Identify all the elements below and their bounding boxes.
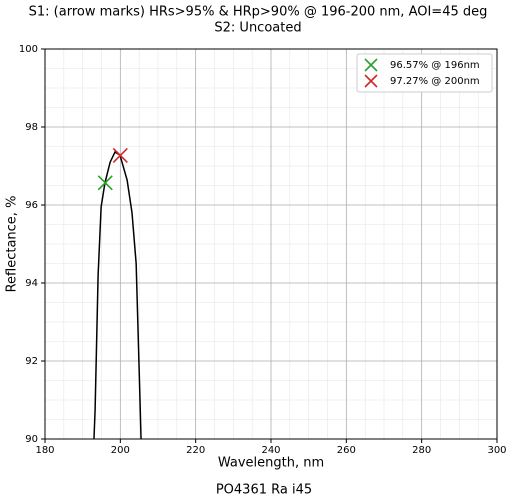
x-tick-label: 180	[35, 445, 54, 456]
curve	[93, 150, 142, 440]
legend-marker	[364, 58, 378, 72]
chart-title: S1: (arrow marks) HRs>95% & HRp>90% @ 19…	[29, 5, 488, 20]
x-tick-label: 260	[337, 445, 356, 456]
y-tick-label: 94	[25, 278, 38, 289]
x-tick-label: 300	[487, 445, 506, 456]
y-tick-label: 96	[25, 200, 38, 211]
x-axis-label: Wavelength, nm	[218, 456, 324, 471]
legend-marker	[364, 74, 378, 88]
y-tick-label: 100	[19, 44, 38, 55]
footer: PO4361 Ra i45	[216, 483, 312, 498]
marker	[97, 175, 113, 191]
y-axis-label: Reflectance, %	[5, 196, 20, 293]
chart-subtitle: S2: Uncoated	[214, 21, 301, 36]
legend-box	[356, 53, 493, 93]
legend-label: 96.57% @ 196nm	[390, 60, 480, 71]
y-tick-label: 90	[25, 434, 38, 445]
legend-label: 97.27% @ 200nm	[390, 76, 480, 87]
y-tick-label: 92	[25, 356, 38, 367]
marker	[112, 147, 128, 164]
x-tick-label: 200	[111, 445, 130, 456]
x-tick-label: 240	[261, 445, 280, 456]
x-tick-label: 280	[412, 445, 431, 456]
x-tick-label: 220	[186, 445, 205, 456]
y-tick-label: 98	[25, 122, 38, 133]
plot-frame	[44, 48, 498, 440]
